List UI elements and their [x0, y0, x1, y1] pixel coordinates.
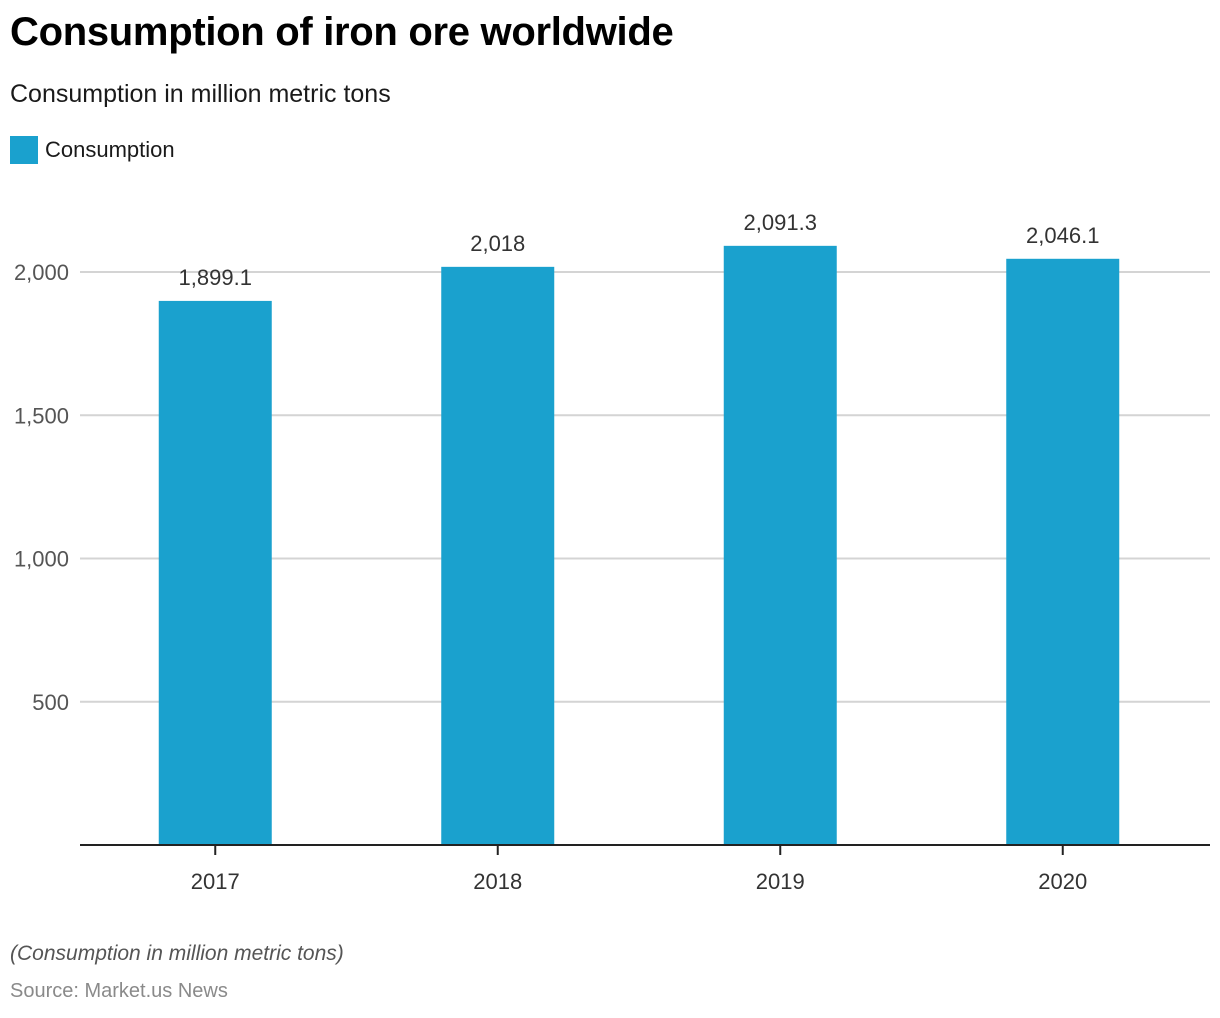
- x-tick-label: 2020: [1038, 869, 1087, 894]
- bar: [158, 300, 272, 845]
- data-label: 1,899.1: [179, 265, 252, 290]
- legend: Consumption: [10, 136, 175, 164]
- data-label: 2,091.3: [744, 210, 817, 235]
- y-tick-label: 500: [32, 690, 69, 715]
- legend-swatch: [10, 136, 38, 164]
- y-tick-label: 2,000: [14, 260, 69, 285]
- x-tick-label: 2017: [191, 869, 240, 894]
- legend-label: Consumption: [45, 137, 175, 162]
- chart-title: Consumption of iron ore worldwide: [10, 10, 674, 54]
- source-credit: Source: Market.us News: [10, 980, 228, 1002]
- x-tick-label: 2019: [756, 869, 805, 894]
- data-label: 2,046.1: [1026, 223, 1099, 248]
- footnote: (Consumption in million metric tons): [10, 942, 344, 965]
- x-tick-label: 2018: [473, 869, 522, 894]
- data-label: 2,018: [470, 231, 525, 256]
- bar: [441, 266, 555, 845]
- chart-subtitle: Consumption in million metric tons: [10, 80, 391, 108]
- y-tick-label: 1,500: [14, 403, 69, 428]
- bar: [723, 245, 837, 846]
- bar: [1006, 258, 1120, 845]
- y-tick-label: 1,000: [14, 547, 69, 572]
